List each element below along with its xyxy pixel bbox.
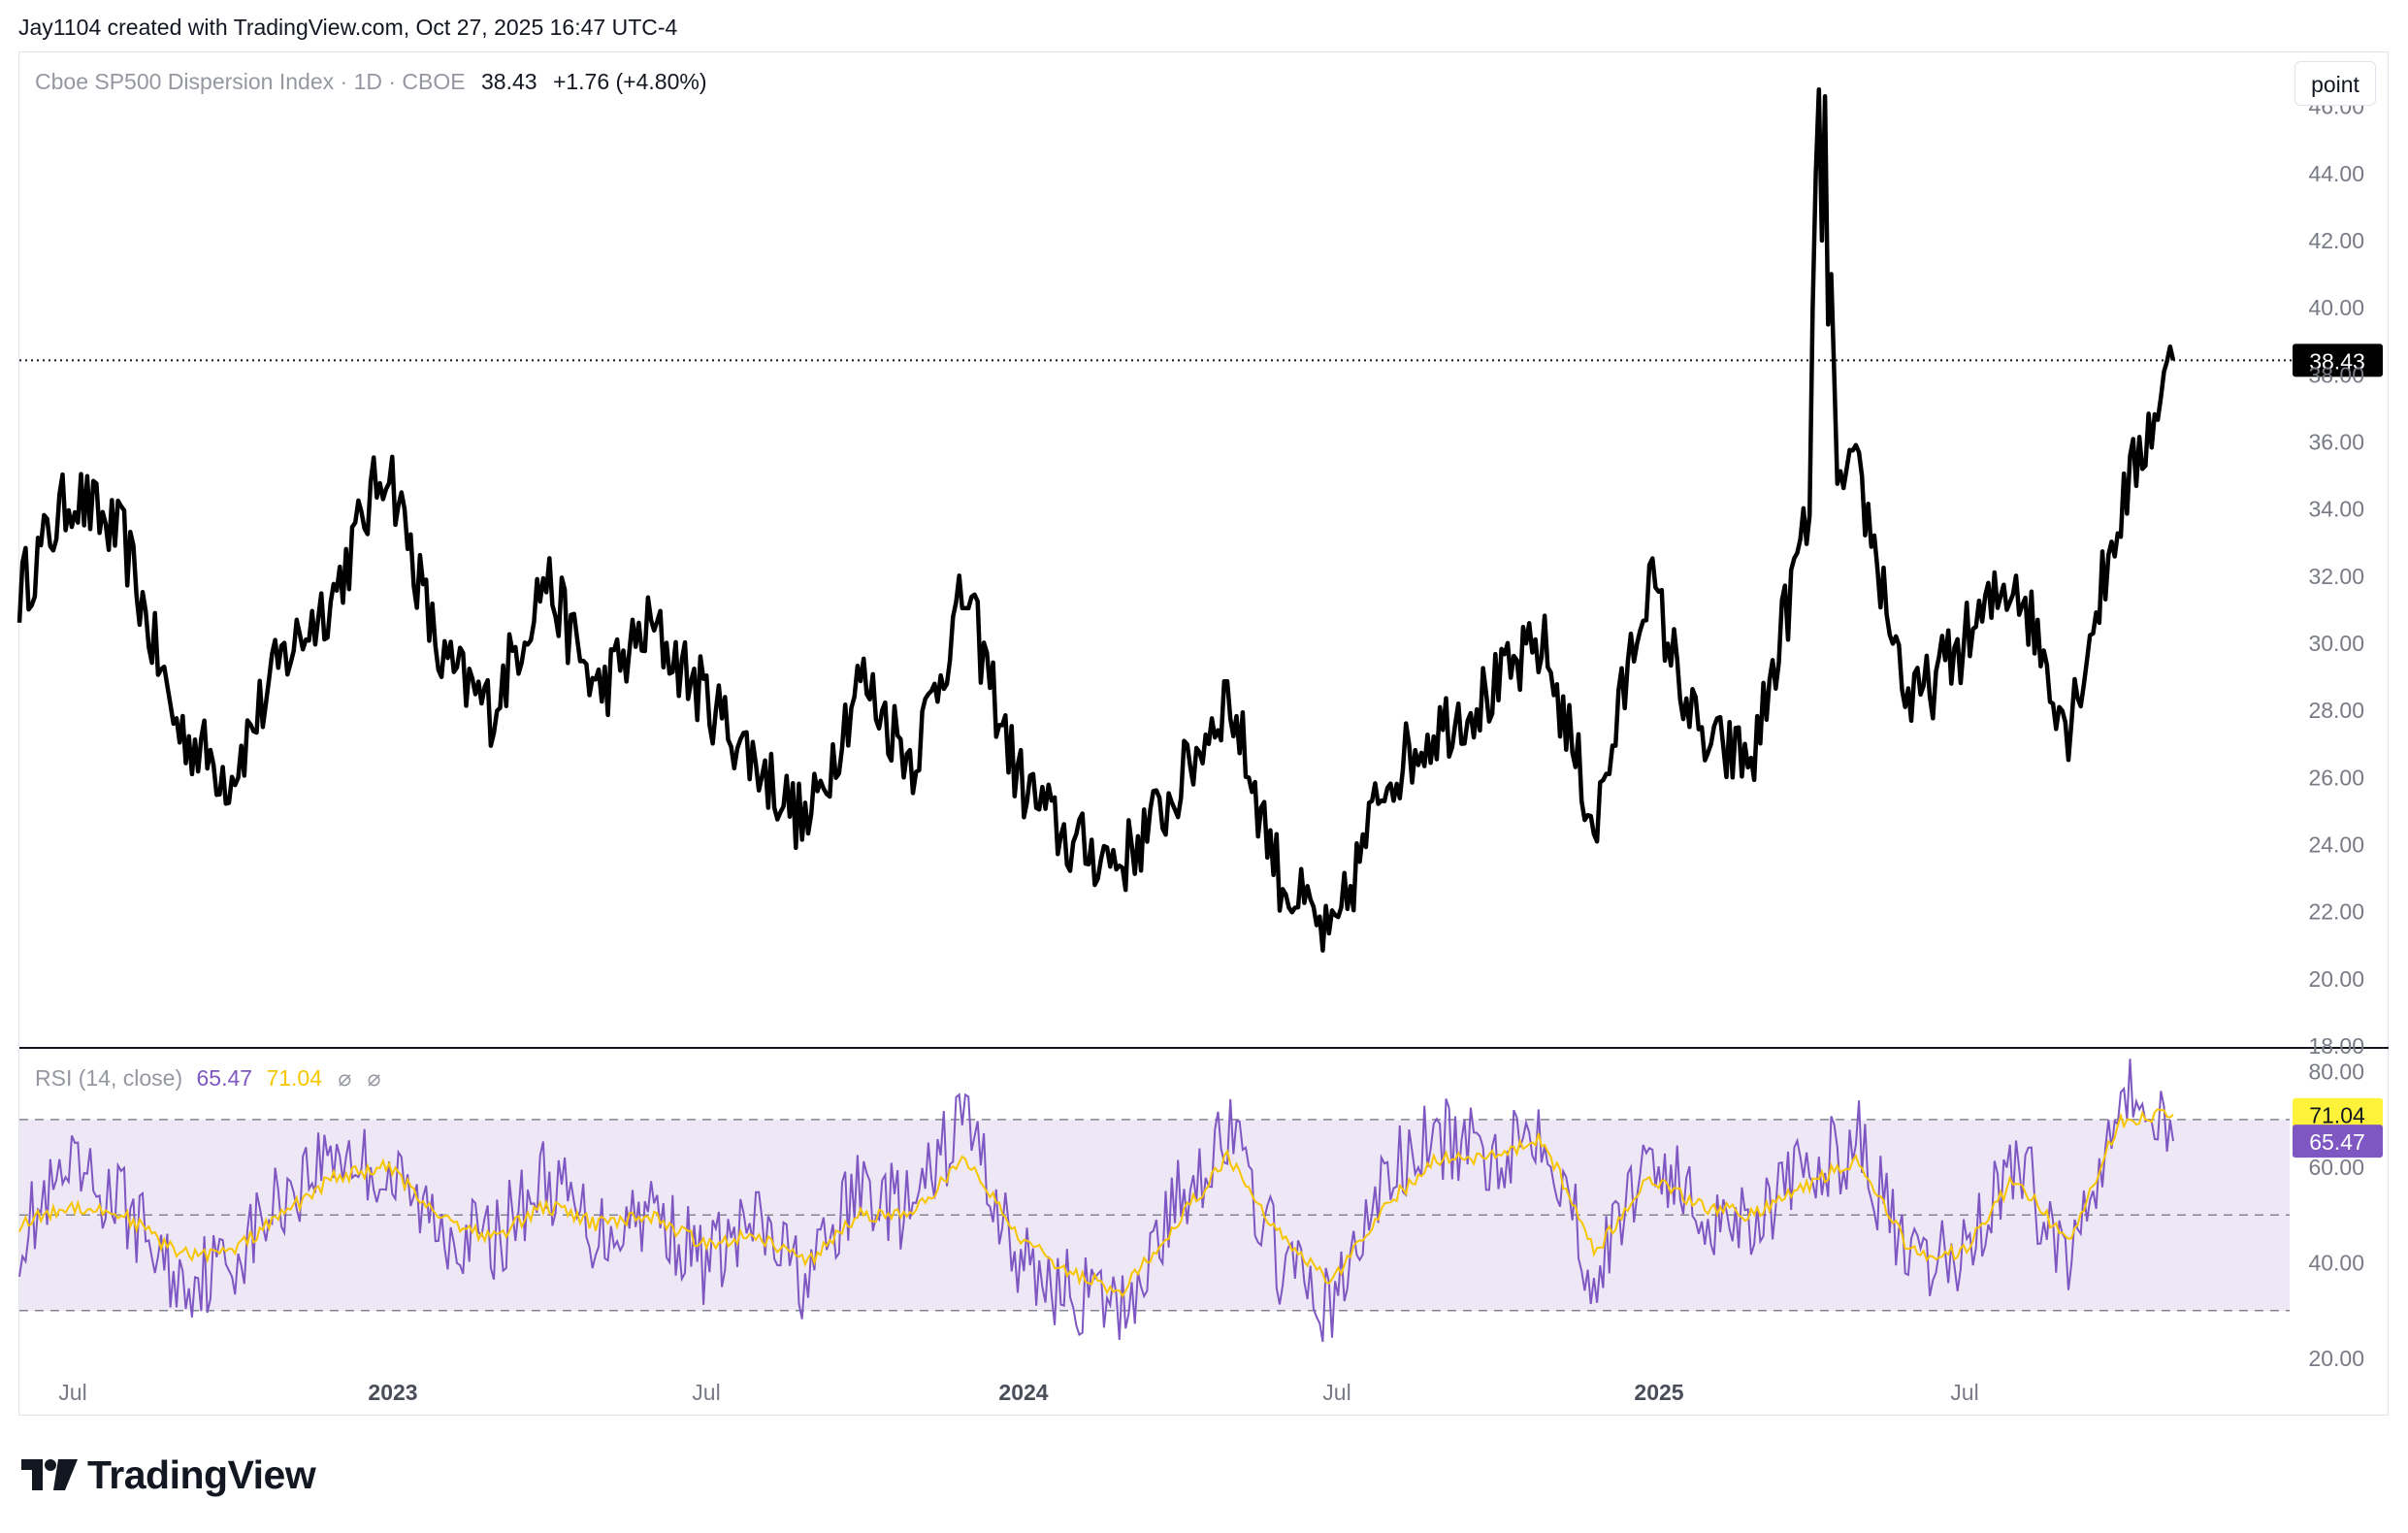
rsi-value: 65.47	[196, 1065, 253, 1091]
time-axis-label: 2024	[998, 1380, 1048, 1405]
rsi-axis-label: 80.00	[2308, 1060, 2364, 1085]
time-axis-label: 2023	[368, 1380, 417, 1405]
price-axis-label: 22.00	[2308, 899, 2364, 925]
last-price: 38.43	[480, 69, 537, 94]
price-axis-label: 18.00	[2308, 1033, 2364, 1059]
price-axis-label: 42.00	[2308, 228, 2364, 253]
rsi-ma-line	[18, 1108, 2174, 1298]
price-axis-label: 26.00	[2308, 765, 2364, 790]
chart-frame	[18, 51, 2389, 1416]
rsi-ma-tag-label: 71.04	[2309, 1103, 2365, 1128]
price-scale-button[interactable]: point	[2294, 61, 2376, 106]
rsi-axis-label: 20.00	[2308, 1346, 2364, 1371]
price-pane: 38.43	[16, 87, 2383, 953]
na-icon: ⌀	[338, 1065, 352, 1091]
price-change: +1.76 (+4.80%)	[552, 69, 707, 94]
price-series-line	[16, 87, 2176, 953]
last-price-tag	[2293, 343, 2383, 377]
na-icon-2: ⌀	[367, 1065, 381, 1091]
price-axis-label: 30.00	[2308, 631, 2364, 656]
time-axis-label: Jul	[1322, 1380, 1350, 1405]
price-axis-label: 44.00	[2308, 161, 2364, 186]
time-axis-label: Jul	[58, 1380, 86, 1405]
rsi-tag-label: 65.47	[2309, 1129, 2365, 1155]
symbol-legend: Cboe SP500 Dispersion Index · 1D · CBOE …	[35, 69, 707, 95]
rsi-ma-tag	[2293, 1097, 2383, 1131]
price-axis-label: 36.00	[2308, 429, 2364, 454]
price-axis-label: 32.00	[2308, 564, 2364, 589]
rsi-legend: RSI (14, close) 65.47 71.04 ⌀ ⌀	[35, 1065, 381, 1092]
last-price-tag-label: 38.43	[2309, 348, 2365, 374]
rsi-label[interactable]: RSI (14, close)	[35, 1065, 183, 1091]
price-axis-label: 40.00	[2308, 295, 2364, 320]
symbol-name[interactable]: Cboe SP500 Dispersion Index · 1D · CBOE	[35, 69, 466, 94]
rsi-axis-label: 60.00	[2308, 1155, 2364, 1180]
rsi-ma-value: 71.04	[266, 1065, 323, 1091]
price-axis-label: 28.00	[2308, 698, 2364, 723]
time-axis-label: Jul	[1950, 1380, 1978, 1405]
price-axis-label: 34.00	[2308, 497, 2364, 522]
time-axis-label: 2025	[1634, 1380, 1683, 1405]
tradingview-logo: TradingView	[21, 1451, 316, 1499]
price-axis-label: 24.00	[2308, 832, 2364, 857]
axis-labels: 46.0044.0042.0040.0038.0036.0034.0032.00…	[58, 94, 2364, 1405]
rsi-tag	[2293, 1125, 2383, 1158]
chart-credit: Jay1104 created with TradingView.com, Oc…	[18, 15, 678, 40]
price-axis-label: 38.00	[2308, 362, 2364, 387]
price-axis-label: 20.00	[2308, 966, 2364, 992]
tradingview-logo-icon	[21, 1459, 78, 1490]
rsi-axis-label: 40.00	[2308, 1251, 2364, 1276]
brand-name: TradingView	[87, 1451, 316, 1497]
time-axis-label: Jul	[692, 1380, 720, 1405]
